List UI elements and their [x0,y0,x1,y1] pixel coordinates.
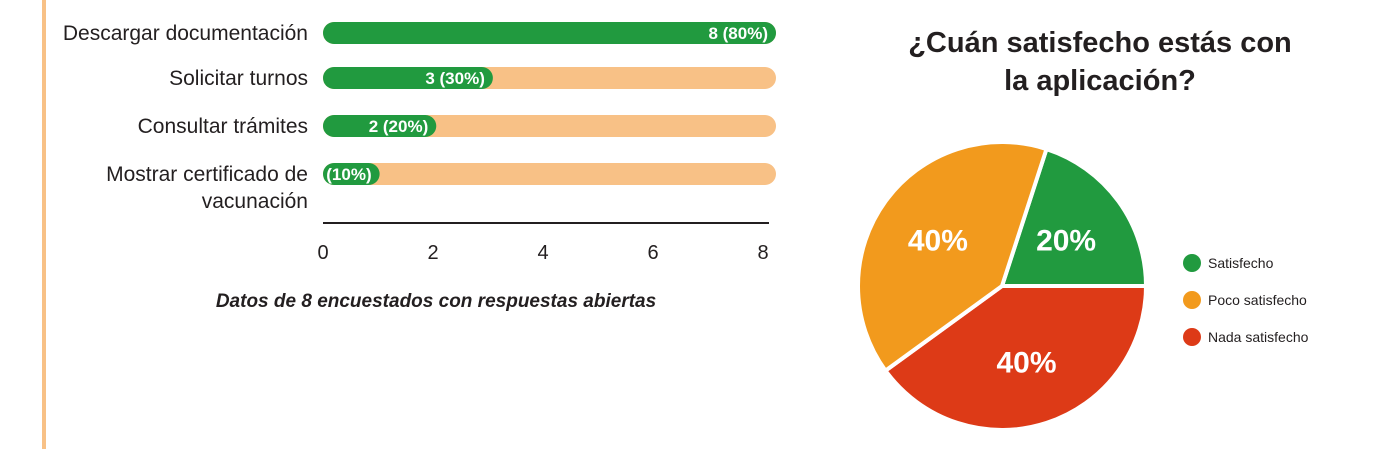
chart-note: Datos de 8 encuestados con respuestas ab… [216,291,656,312]
category-label: Mostrar certificado de [106,163,308,186]
bar [323,115,437,137]
x-tick-label: 0 [317,242,328,264]
pie-chart: ¿Cuán satisfecho estás con la aplicación… [856,27,1309,432]
pie-slice-label: 40% [996,346,1056,379]
legend-swatch [1183,291,1201,309]
bar [323,22,776,44]
bar-data-label: 3 (30%) [425,69,485,88]
bar-chart: 8 (80%) Descargar documentación 3 (30%) Sol… [63,22,776,312]
pie-legend: Satisfecho Poco satisfecho Nada satisfecho [1183,254,1309,346]
category-label: Consultar trámites [138,115,308,138]
x-tick-label: 8 [757,242,768,264]
bar [323,67,493,89]
pie-slice [856,140,1049,373]
legend-swatch [1183,328,1201,346]
bar-data-label: 2 (20%) [369,117,429,136]
bar-data-label: 8 (80%) [708,24,768,43]
pie-slice-label: 20% [1036,224,1096,257]
pie-slice [883,284,1148,432]
bar-track [323,115,776,137]
pie-slice [1000,147,1148,288]
bar [323,163,380,185]
left-accent-line [42,0,46,449]
x-tick-label: 6 [647,242,658,264]
category-label: Descargar documentación [63,22,308,45]
bar-row: 3 (30%) Solicitar turnos [169,67,776,90]
bar-data-label: 1 (10%) [312,165,372,184]
legend-swatch [1183,254,1201,272]
pie-title-line-1: ¿Cuán satisfecho estás con [908,27,1292,59]
category-label: Solicitar turnos [169,67,308,90]
bar-track [323,163,776,185]
bar-row: 8 (80%) Descargar documentación [63,22,776,45]
legend-label: Nada satisfecho [1208,329,1309,345]
pie-title-line-2: la aplicación? [1004,65,1196,97]
category-label: vacunación [202,190,308,213]
x-tick-label: 4 [537,242,548,264]
bar-row: 2 (20%) Consultar trámites [138,115,776,138]
pie-slice-label: 40% [908,224,968,257]
legend-label: Satisfecho [1208,255,1274,271]
x-tick-label: 2 [427,242,438,264]
bar-row: 1 (10%)Mostrar certificado de vacunación [106,163,776,213]
legend-label: Poco satisfecho [1208,292,1307,308]
